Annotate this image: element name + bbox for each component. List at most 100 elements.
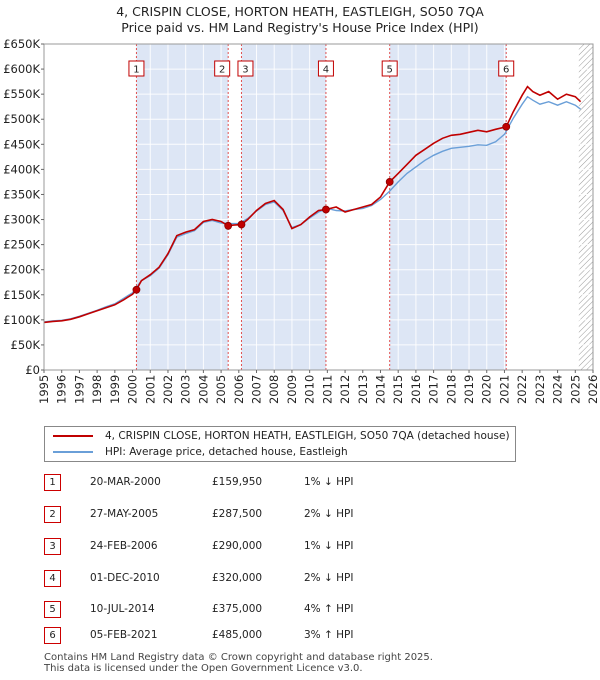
y-tick-label: £100K <box>3 313 40 327</box>
chart-title: 4, CRISPIN CLOSE, HORTON HEATH, EASTLEIG… <box>0 4 600 36</box>
x-tick-label: 2018 <box>444 375 458 404</box>
sale-date: 01-DEC-2010 <box>90 572 160 584</box>
x-tick-label: 2007 <box>250 375 264 404</box>
sale-price: £159,950 <box>212 476 263 488</box>
sale-label-text: 5 <box>387 65 393 76</box>
y-tick-label: £450K <box>3 137 40 151</box>
x-tick-label: 1997 <box>72 375 86 404</box>
sale-label-text: 3 <box>242 65 248 76</box>
sale-number-badge: 2 <box>44 506 61 523</box>
sale-point <box>385 178 394 186</box>
sale-date: 05-FEB-2021 <box>90 629 158 641</box>
sale-price: £485,000 <box>212 629 263 641</box>
x-tick-label: 2013 <box>356 375 370 404</box>
sale-hpi-diff: 1% ↓ HPI <box>304 540 354 552</box>
x-tick-label: 1998 <box>90 375 104 404</box>
sale-date: 27-MAY-2005 <box>90 508 159 520</box>
sale-label-box <box>498 60 515 77</box>
x-tick-label: 2016 <box>409 375 423 404</box>
sale-label-box <box>317 60 334 77</box>
sale-label-text: 2 <box>219 65 225 76</box>
legend-item-hpi: HPI: Average price, detached house, East… <box>53 444 348 460</box>
sale-label-box <box>214 60 231 77</box>
plot-frame <box>43 43 594 371</box>
sale-date: 10-JUL-2014 <box>90 603 155 615</box>
sale-hpi-diff: 1% ↓ HPI <box>304 476 354 488</box>
x-tick-label: 2000 <box>126 375 140 404</box>
sale-price: £320,000 <box>212 572 263 584</box>
x-tick-label: 2017 <box>427 375 441 404</box>
ownership-band <box>389 44 507 370</box>
sale-label-box <box>128 60 145 77</box>
sale-price: £287,500 <box>212 508 263 520</box>
y-tick-label: £650K <box>3 37 40 51</box>
x-tick-label: 1999 <box>108 375 122 404</box>
x-tick-label: 2001 <box>143 375 157 404</box>
sale-point <box>502 122 511 131</box>
sale-row: 6 05-FEB-2021 £485,000 3% ↑ HPI <box>44 627 504 645</box>
x-tick-label: 2005 <box>214 375 228 404</box>
sale-number-badge: 5 <box>44 601 61 618</box>
x-tick-label: 2009 <box>285 375 299 404</box>
legend-item-property: 4, CRISPIN CLOSE, HORTON HEATH, EASTLEIG… <box>53 428 510 444</box>
sale-hpi-diff: 4% ↑ HPI <box>304 603 354 615</box>
x-tick-label: 2014 <box>373 375 387 404</box>
sale-hpi-diff: 2% ↓ HPI <box>304 508 354 520</box>
x-tick-label: 2008 <box>267 375 281 404</box>
title-line-1: 4, CRISPIN CLOSE, HORTON HEATH, EASTLEIG… <box>116 4 484 19</box>
sale-hpi-diff: 3% ↑ HPI <box>304 629 354 641</box>
x-tick-label: 2023 <box>533 375 547 404</box>
sale-hpi-diff: 2% ↓ HPI <box>304 572 354 584</box>
y-tick-label: £250K <box>3 238 40 252</box>
y-tick-label: £200K <box>3 263 40 277</box>
y-tick-label: £550K <box>3 87 40 101</box>
footer-licence: This data is licensed under the Open Gov… <box>44 663 363 674</box>
x-tick-label: 2026 <box>586 375 600 404</box>
y-tick-label: £400K <box>3 162 40 176</box>
x-tick-label: 2024 <box>551 375 565 404</box>
x-tick-label: 1996 <box>55 375 69 404</box>
sale-number-badge: 1 <box>44 474 61 491</box>
sale-price: £375,000 <box>212 603 263 615</box>
sale-row: 3 24-FEB-2006 £290,000 1% ↓ HPI <box>44 538 504 556</box>
x-tick-label: 2022 <box>515 375 529 404</box>
sale-point <box>132 285 141 294</box>
y-tick-label: £0 <box>25 363 40 377</box>
sale-row: 5 10-JUL-2014 £375,000 4% ↑ HPI <box>44 601 504 619</box>
y-tick-label: £350K <box>3 187 40 201</box>
sale-date: 20-MAR-2000 <box>90 476 161 488</box>
price-chart: 1 2 3 4 5 6 £0 £50K £100K £150K £200K £250K £300K £35… <box>3 37 600 404</box>
title-line-2: Price paid vs. HM Land Registry's House … <box>121 20 479 35</box>
x-tick-label: 2021 <box>497 375 511 404</box>
x-tick-label: 2010 <box>303 375 317 404</box>
y-tick-label: £300K <box>3 213 40 227</box>
sale-number-badge: 3 <box>44 538 61 555</box>
sale-date: 24-FEB-2006 <box>90 540 158 552</box>
y-tick-label: £50K <box>11 338 41 352</box>
legend-swatch-property <box>53 435 93 437</box>
x-tick-label: 2003 <box>179 375 193 404</box>
x-tick-label: 2020 <box>480 375 494 404</box>
legend-swatch-hpi <box>53 451 93 453</box>
footer: Contains HM Land Registry data © Crown c… <box>44 652 433 674</box>
legend: 4, CRISPIN CLOSE, HORTON HEATH, EASTLEIG… <box>44 426 516 462</box>
x-tick-label: 2012 <box>338 375 352 404</box>
sale-price: £290,000 <box>212 540 263 552</box>
ownership-band <box>136 44 229 370</box>
sale-row: 1 20-MAR-2000 £159,950 1% ↓ HPI <box>44 474 504 492</box>
x-tick-label: 2019 <box>462 375 476 404</box>
x-tick-label: 2004 <box>196 375 210 404</box>
sale-point <box>224 221 233 230</box>
sale-label-text: 4 <box>323 65 329 76</box>
x-tick-label: 2015 <box>391 375 405 404</box>
sale-label-text: 6 <box>503 65 509 76</box>
x-tick-label: 1995 <box>37 375 51 404</box>
x-tick-label: 2025 <box>568 375 582 404</box>
y-tick-label: £500K <box>3 112 40 126</box>
x-tick-label: 2006 <box>232 375 246 404</box>
x-tick-label: 2002 <box>161 375 175 404</box>
sale-point <box>237 220 246 229</box>
legend-label-property: 4, CRISPIN CLOSE, HORTON HEATH, EASTLEIG… <box>105 430 510 442</box>
sale-point <box>322 205 330 214</box>
y-tick-label: £150K <box>3 288 40 302</box>
